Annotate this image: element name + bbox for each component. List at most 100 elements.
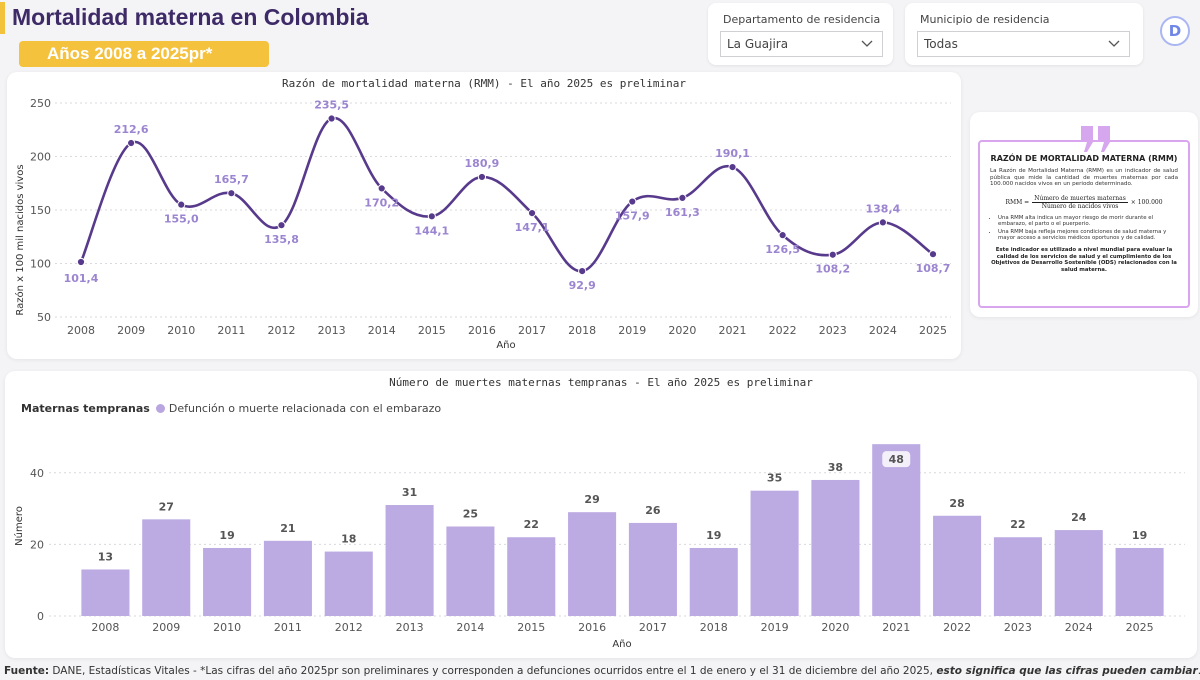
rmm-info-note: Este indicador es utilizado a nivel mund…: [991, 247, 1177, 273]
rmm-point[interactable]: [728, 162, 737, 172]
rmm-point[interactable]: [527, 209, 537, 218]
deaths-x-tick: 2010: [213, 621, 241, 634]
formula-multiplier: × 100.000: [1130, 198, 1163, 206]
rmm-x-tick: 2010: [167, 324, 195, 337]
deaths-highlight-badge: [882, 451, 911, 468]
rmm-x-tick: 2019: [618, 324, 646, 337]
deaths-bar[interactable]: [811, 479, 860, 616]
deaths-x-axis-label: Año: [612, 639, 631, 650]
deaths-bar[interactable]: [81, 569, 130, 616]
deaths-bar[interactable]: [324, 551, 373, 616]
rmm-x-tick: 2013: [318, 324, 346, 337]
rmm-point[interactable]: [127, 138, 136, 148]
deaths-bar[interactable]: [1115, 547, 1164, 616]
rmm-point[interactable]: [878, 218, 887, 227]
rmm-point[interactable]: [477, 172, 487, 182]
rmm-point[interactable]: [277, 221, 286, 230]
deaths-bar[interactable]: [263, 540, 312, 616]
rmm-data-label: 180,9: [465, 157, 500, 170]
footer-source-label: Fuente:: [4, 665, 50, 677]
rmm-point[interactable]: [76, 257, 86, 267]
title-accent-bar: [0, 2, 5, 34]
chevron-down-icon: [861, 40, 873, 47]
deaths-x-tick: 2014: [456, 621, 484, 634]
logo-icon[interactable]: D: [1159, 15, 1191, 47]
rmm-x-tick: 2020: [668, 324, 696, 337]
municipality-filter-card: Municipio de residencia Todas: [905, 3, 1143, 65]
deaths-x-tick: 2024: [1065, 621, 1093, 634]
rmm-point[interactable]: [928, 250, 938, 259]
deaths-data-label: 19: [219, 529, 234, 542]
deaths-data-label: 22: [1010, 518, 1025, 531]
deaths-bar[interactable]: [1054, 530, 1103, 616]
rmm-data-label: 165,7: [214, 173, 249, 186]
rmm-line-chart: 50 100 150 200 250 2008 2009 2010 2011 2012 2013 20…: [14, 97, 951, 351]
deaths-data-label: 28: [949, 497, 964, 510]
deaths-bar[interactable]: [872, 444, 921, 616]
rmm-chart-title: Razón de mortalidad materna (RMM) - El a…: [282, 77, 686, 90]
deaths-bar[interactable]: [628, 522, 677, 616]
deaths-x-tick: 2023: [1004, 621, 1032, 634]
rmm-chart-panel: Razón de mortalidad materna (RMM) - El a…: [7, 72, 961, 359]
rmm-x-tick: 2012: [267, 324, 295, 337]
quote-icon: [1081, 126, 1110, 152]
page-title: Mortalidad materna en Colombia: [12, 4, 369, 30]
deaths-bar[interactable]: [568, 512, 617, 616]
rmm-y-tick: 250: [30, 97, 51, 110]
deaths-bar[interactable]: [203, 547, 252, 616]
rmm-data-label: 157,9: [615, 210, 650, 223]
rmm-point[interactable]: [377, 184, 386, 193]
years-badge: Años 2008 a 2025pr*: [19, 41, 269, 67]
logo-letter: D: [1169, 22, 1181, 40]
rmm-point[interactable]: [578, 266, 587, 276]
rmm-data-label: 138,4: [865, 202, 900, 215]
formula-fraction: Número de muertes maternas Número de nac…: [1032, 195, 1128, 210]
deaths-x-tick: 2012: [335, 621, 363, 634]
deaths-bar[interactable]: [993, 537, 1042, 616]
rmm-data-label: 147,1: [515, 221, 550, 234]
rmm-data-label: 155,0: [164, 213, 199, 226]
rmm-point[interactable]: [177, 200, 186, 209]
deaths-data-label: 27: [159, 500, 174, 513]
deaths-x-tick: 2017: [639, 621, 667, 634]
rmm-x-tick: 2023: [819, 324, 847, 337]
rmm-point[interactable]: [828, 250, 837, 259]
rmm-x-tick: 2018: [568, 324, 596, 337]
rmm-point[interactable]: [227, 189, 236, 198]
deaths-bar[interactable]: [142, 519, 191, 616]
rmm-x-tick: 2022: [769, 324, 797, 337]
rmm-point[interactable]: [327, 114, 336, 123]
footer-text: DANE, Estadísticas Vitales - *Las cifras…: [49, 665, 937, 677]
department-select-value: La Guajira: [727, 37, 789, 51]
deaths-x-tick: 2021: [882, 621, 910, 634]
municipality-filter-label: Municipio de residencia: [920, 13, 1050, 26]
deaths-bar[interactable]: [385, 505, 434, 616]
deaths-bar[interactable]: [507, 537, 556, 616]
deaths-data-label: 26: [645, 504, 661, 517]
rmm-point[interactable]: [427, 212, 436, 221]
deaths-x-tick: 2015: [517, 621, 545, 634]
deaths-x-tick: 2022: [943, 621, 971, 634]
deaths-data-label: 25: [463, 508, 478, 521]
rmm-x-tick: 2021: [719, 324, 747, 337]
rmm-x-tick: 2024: [869, 324, 897, 337]
deaths-x-tick: 2019: [761, 621, 789, 634]
deaths-data-label: 29: [584, 493, 599, 506]
deaths-x-tick: 2020: [821, 621, 849, 634]
deaths-bar[interactable]: [689, 547, 738, 616]
rmm-data-label: 101,4: [64, 272, 99, 285]
deaths-bar[interactable]: [750, 490, 799, 616]
rmm-info-box: RAZÓN DE MORTALIDAD MATERNA (RMM) La Raz…: [978, 140, 1190, 308]
legend-entry[interactable]: Defunción o muerte relacionada con el em…: [168, 402, 442, 415]
rmm-point[interactable]: [678, 193, 687, 203]
rmm-point[interactable]: [628, 197, 637, 206]
deaths-bar[interactable]: [446, 526, 495, 617]
municipality-select[interactable]: Todas: [917, 31, 1130, 57]
department-select[interactable]: La Guajira: [720, 31, 883, 57]
rmm-x-tick: 2025: [919, 324, 947, 337]
rmm-data-label: 144,1: [414, 224, 449, 237]
rmm-y-tick: 200: [30, 151, 51, 164]
rmm-point[interactable]: [778, 231, 787, 240]
deaths-x-tick: 2009: [152, 621, 180, 634]
deaths-bar[interactable]: [933, 515, 982, 616]
